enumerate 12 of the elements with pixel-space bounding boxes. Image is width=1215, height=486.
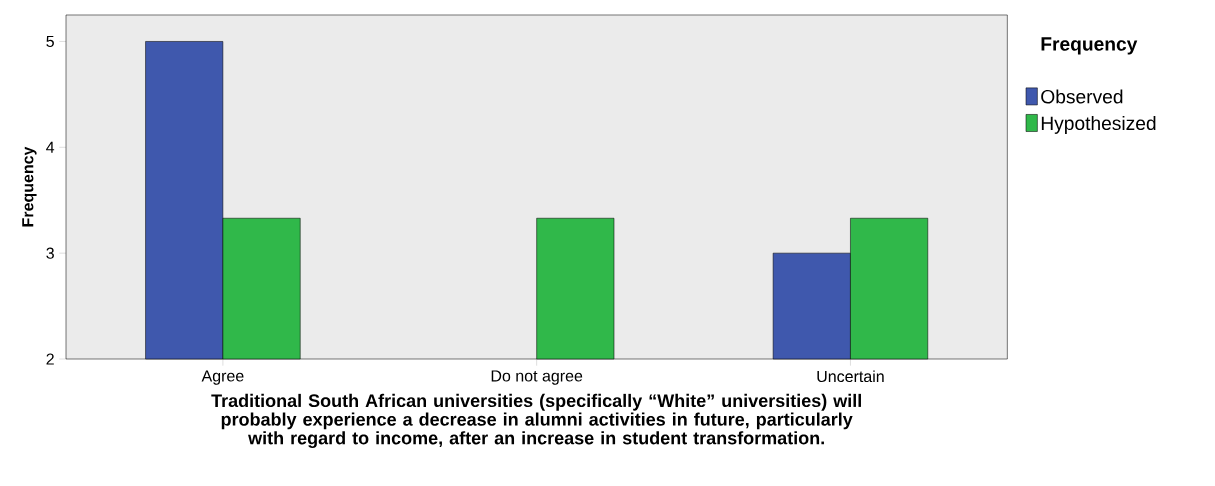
x-tick-label: Do not agree bbox=[491, 370, 583, 385]
x-tick-label: Uncertain bbox=[817, 370, 884, 383]
y-tick-label: 3 bbox=[46, 247, 54, 259]
y-tick-label: 5 bbox=[46, 35, 54, 48]
x-tick-label: Agree bbox=[201, 370, 244, 385]
legend-title: Frequency bbox=[1041, 37, 1138, 55]
y-axis-title: Frequency bbox=[22, 146, 37, 227]
x-axis-title: Traditional South African universities (specifically “White” universities) will probably experience a decrease in alumni activities in future, particularly with regard to income, after an increase in student transformation. bbox=[211, 393, 861, 449]
y-tick-label: 4 bbox=[46, 141, 55, 153]
legend-label: Hypothesized bbox=[1041, 115, 1156, 134]
y-tick-label: 2 bbox=[46, 353, 54, 365]
legend-label: Observed bbox=[1041, 89, 1123, 104]
